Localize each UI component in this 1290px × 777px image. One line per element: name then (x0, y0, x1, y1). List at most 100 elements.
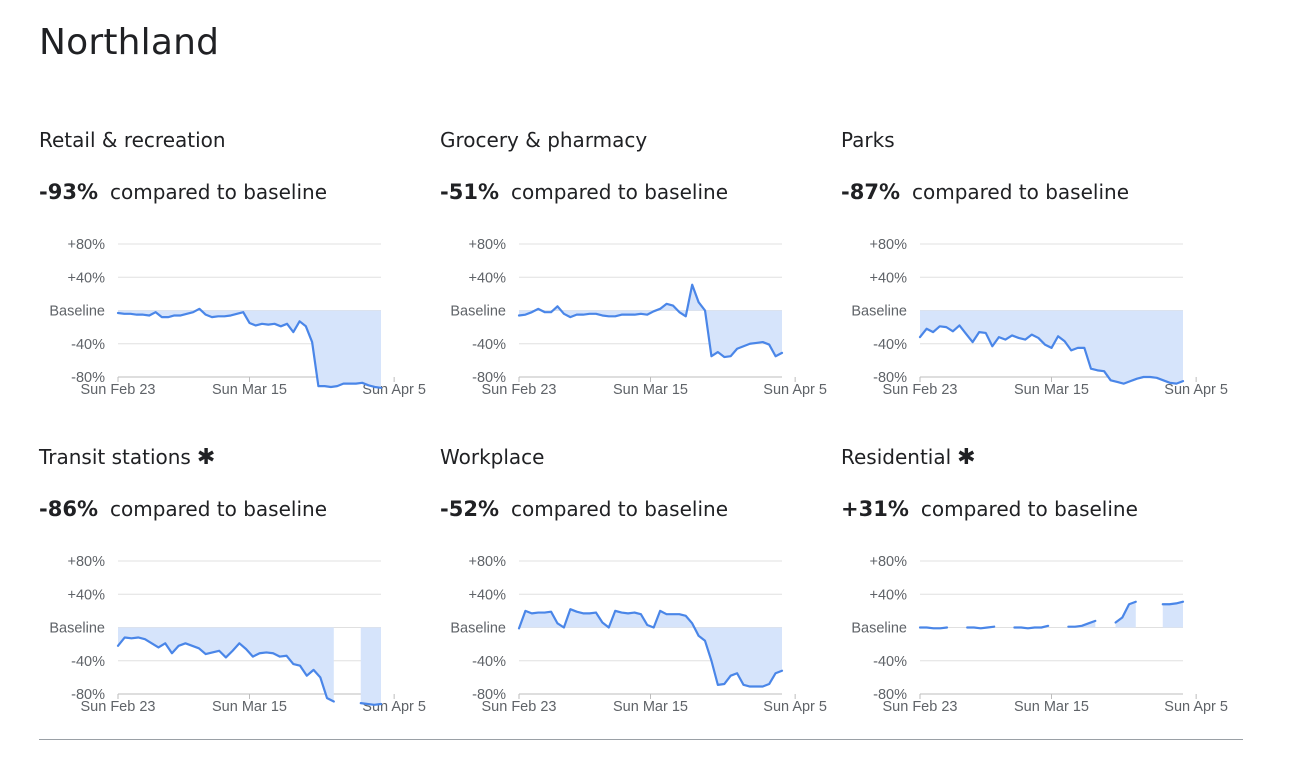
y-tick-label: -80% (472, 687, 506, 703)
stat-line: -52% compared to baseline (440, 497, 728, 521)
series-area (519, 609, 782, 687)
series-area (1115, 601, 1136, 628)
stat-value: -52% (440, 497, 499, 521)
panel-title: Parks (841, 128, 895, 152)
panel-title: Residential ✱ (841, 445, 976, 470)
x-tick-label: Sun Mar 15 (212, 382, 287, 398)
y-tick-label: -80% (71, 687, 105, 703)
line-chart: +80% +40% Baseline -40% -80%Sun Feb 23 Sun Ma… (49, 554, 426, 715)
panel-title-text: Grocery & pharmacy (440, 128, 648, 152)
stat-text: compared to baseline (920, 497, 1138, 521)
asterisk-icon: ✱ (957, 445, 976, 470)
y-tick-label: +40% (469, 587, 507, 603)
chart-panel-grocery: Grocery & pharmacy -51% compared to basel… (440, 128, 830, 428)
y-tick-label: Baseline (851, 304, 907, 320)
x-tick-label: Sun Feb 23 (81, 382, 156, 398)
y-tick-label: -80% (472, 370, 506, 386)
y-tick-label: Baseline (49, 621, 105, 637)
x-tick-label: Sun Apr 5 (1164, 699, 1228, 715)
bottom-divider (39, 739, 1243, 740)
x-tick-label: Sun Feb 23 (883, 382, 958, 398)
chart-panel-workplace: Workplace -52% compared to baseline +80% +… (440, 445, 830, 745)
stat-value: +31% (841, 497, 909, 521)
series-area (1068, 620, 1096, 628)
y-tick-label: +80% (68, 237, 106, 253)
y-tick-label: -40% (873, 337, 907, 353)
stat-value: -86% (39, 497, 98, 521)
stat-line: -87% compared to baseline (841, 180, 1129, 204)
series-area (519, 284, 782, 358)
panel-title: Transit stations ✱ (39, 445, 215, 470)
y-tick-label: -80% (873, 687, 907, 703)
y-tick-label: -40% (71, 654, 105, 670)
series-line (918, 626, 949, 630)
x-tick-label: Sun Feb 23 (883, 699, 958, 715)
y-tick-label: +80% (870, 554, 908, 570)
line-chart: +80% +40% Baseline -40% -80%Sun Feb 23 Sun Ma… (450, 554, 827, 715)
x-tick-label: Sun Feb 23 (482, 699, 557, 715)
x-tick-label: Sun Mar 15 (613, 382, 688, 398)
stat-value: -87% (841, 180, 900, 204)
stat-text: compared to baseline (510, 497, 728, 521)
x-tick-label: Sun Mar 15 (1014, 699, 1089, 715)
y-tick-label: +80% (870, 237, 908, 253)
panel-title: Workplace (440, 445, 544, 469)
series-line (1161, 600, 1185, 606)
line-chart: +80% +40% Baseline -40% -80%Sun Feb 23 Sun Ma… (450, 237, 827, 398)
series-line (966, 625, 996, 630)
y-tick-label: Baseline (49, 304, 105, 320)
y-tick-label: +40% (870, 270, 908, 286)
stat-value: -51% (440, 180, 499, 204)
series-area (1162, 601, 1183, 628)
series-line (359, 702, 383, 706)
x-tick-label: Sun Apr 5 (763, 699, 827, 715)
stat-text: compared to baseline (109, 180, 327, 204)
y-tick-label: -40% (472, 654, 506, 670)
stat-text: compared to baseline (911, 180, 1129, 204)
y-tick-label: +80% (469, 237, 507, 253)
stat-text: compared to baseline (109, 497, 327, 521)
x-tick-label: Sun Mar 15 (212, 699, 287, 715)
stat-line: -86% compared to baseline (39, 497, 327, 521)
panel-title: Grocery & pharmacy (440, 128, 647, 152)
stat-value: -93% (39, 180, 98, 204)
x-tick-label: Sun Apr 5 (1164, 382, 1228, 398)
x-tick-label: Sun Mar 15 (1014, 382, 1089, 398)
chart-panel-transit: Transit stations ✱ -86% compared to baseli… (39, 445, 429, 745)
y-tick-label: +40% (870, 587, 908, 603)
series-line (1013, 624, 1050, 630)
chart-panel-retail: Retail & recreation -93% compared to base… (39, 128, 429, 428)
series-line (116, 636, 335, 703)
series-line (1114, 600, 1137, 624)
page-title: Northland (39, 22, 220, 63)
x-tick-label: Sun Mar 15 (613, 699, 688, 715)
y-tick-label: -40% (71, 337, 105, 353)
line-chart: +80% +40% Baseline -40% -80%Sun Feb 23 Sun Ma… (851, 554, 1228, 715)
chart-panel-parks: Parks -87% compared to baseline +80% +40% B… (841, 128, 1231, 428)
y-tick-label: +40% (469, 270, 507, 286)
panel-title-text: Transit stations (39, 445, 191, 469)
stat-text: compared to baseline (510, 180, 728, 204)
panel-title-text: Residential (841, 445, 952, 469)
series-area (360, 627, 381, 705)
chart-panel-residential: Residential ✱ +31% compared to baseline +8… (841, 445, 1231, 745)
series-line (517, 608, 784, 688)
x-tick-label: Sun Feb 23 (482, 382, 557, 398)
panel-title-text: Workplace (440, 445, 545, 469)
x-tick-label: Sun Apr 5 (763, 382, 827, 398)
series-area (118, 627, 334, 702)
line-chart: +80% +40% Baseline -40% -80%Sun Feb 23 Sun Ma… (49, 237, 426, 398)
line-chart: +80% +40% Baseline -40% -80%Sun Feb 23 Sun Ma… (851, 237, 1228, 398)
y-tick-label: +40% (68, 587, 106, 603)
y-tick-label: +40% (68, 270, 106, 286)
series-line (116, 307, 383, 389)
series-line (1067, 619, 1097, 628)
y-tick-label: Baseline (450, 621, 506, 637)
series-area (118, 308, 381, 388)
series-line (517, 283, 784, 359)
panel-title: Retail & recreation (39, 128, 226, 152)
y-tick-label: Baseline (450, 304, 506, 320)
y-tick-label: -40% (472, 337, 506, 353)
x-tick-label: Sun Feb 23 (81, 699, 156, 715)
y-tick-label: +80% (469, 554, 507, 570)
